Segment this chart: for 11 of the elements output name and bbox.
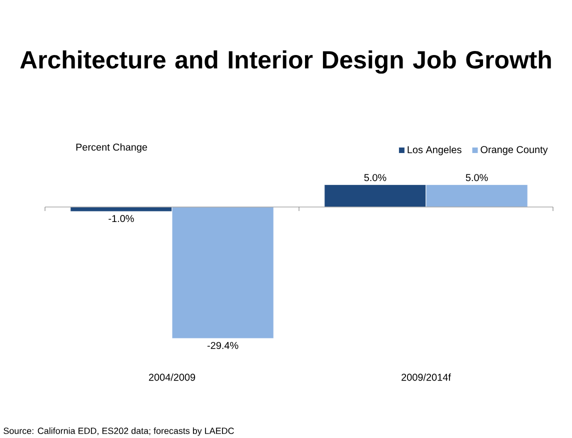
legend-label: Orange County [480,146,548,156]
y-axis-title: Percent Change [76,143,148,153]
x-tick-label: 2009/2014f [402,374,451,381]
data-label: -29.4% [207,342,238,350]
data-label: 5.0% [466,174,488,182]
legend-label: Los Angeles [408,146,462,156]
source-note: Source: California EDD, ES202 data; forecasts by LAEDC [4,427,234,436]
x-tick-label: 2004/2009 [148,374,196,381]
data-label: -1.0% [108,215,134,222]
chart-title: Architecture and Interior Design Job Growth [20,50,551,74]
data-label: 5.0% [364,174,386,182]
